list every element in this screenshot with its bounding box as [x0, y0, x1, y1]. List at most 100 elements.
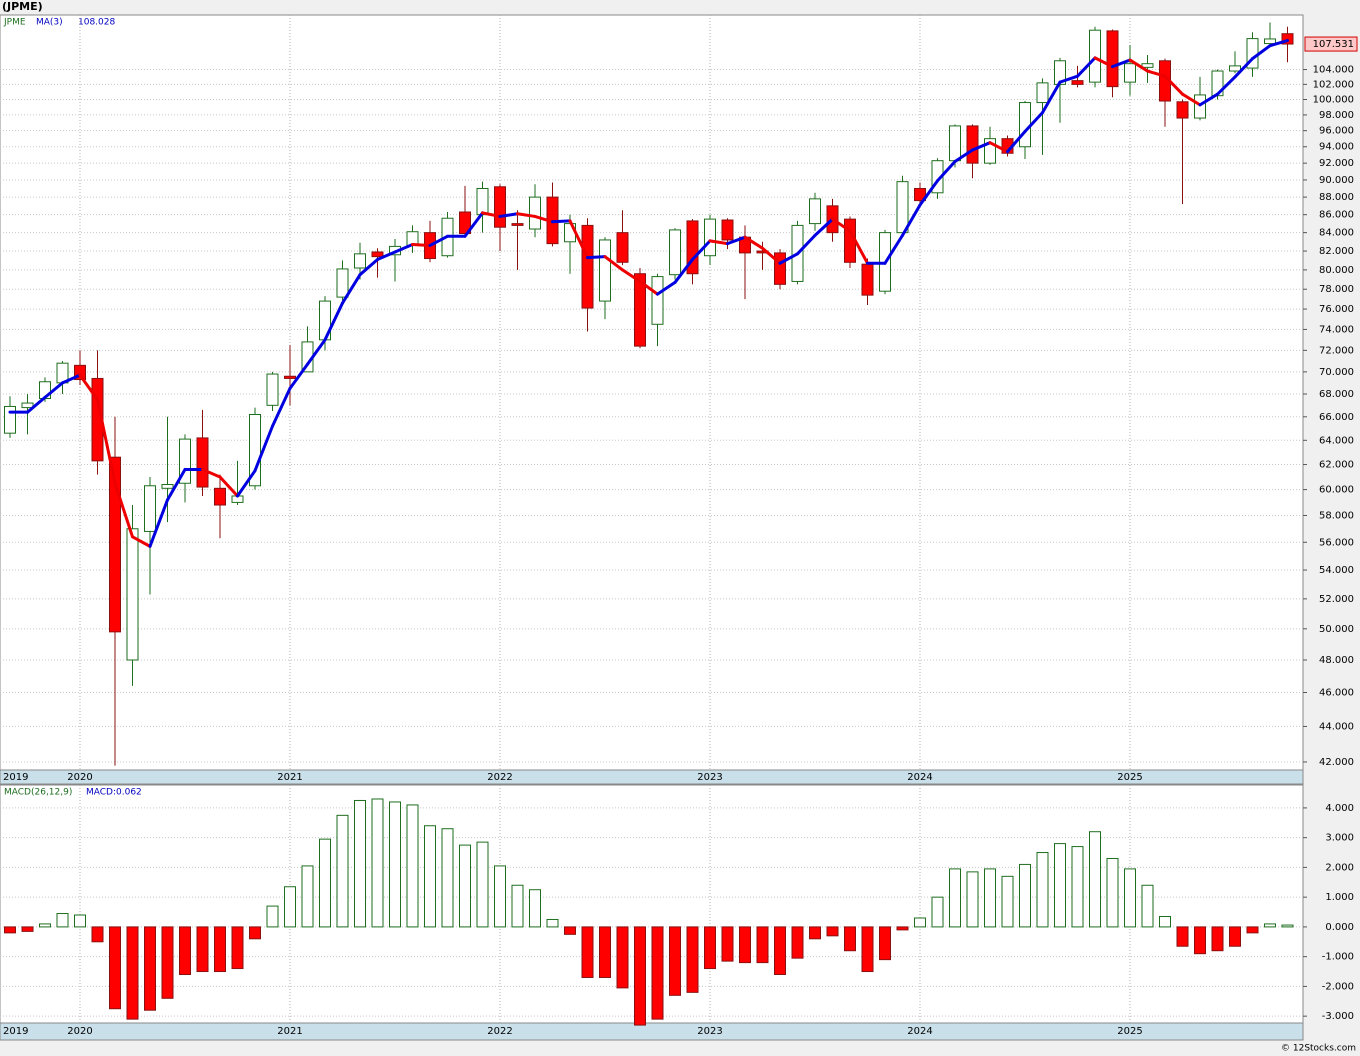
ma-line: [971, 141, 992, 152]
ma-line: [498, 212, 519, 218]
candle-body: [1141, 63, 1154, 68]
ma-line: [1146, 69, 1167, 78]
x-tick-label: 2019: [3, 1026, 28, 1037]
ma-line: [1216, 75, 1237, 96]
macd-bar: [109, 926, 121, 1010]
ma-line: [253, 424, 274, 473]
macd-bar: [1036, 852, 1049, 928]
ma-line: [953, 148, 974, 164]
ma-line: [673, 257, 694, 284]
x-tick-label: 2025: [1117, 1026, 1142, 1037]
candle-body: [21, 402, 34, 409]
macd-bar: [354, 799, 366, 928]
ma-line: [306, 338, 327, 366]
macd-bar: [511, 884, 524, 928]
legend-symbol: JPME: [3, 18, 26, 28]
macd-bar: [634, 926, 646, 1026]
macd-bar: [669, 926, 681, 996]
candle-body: [634, 273, 646, 347]
macd-bar: [266, 905, 279, 928]
candle-body: [354, 253, 366, 269]
macd-bar: [1124, 868, 1136, 928]
ma-line: [26, 395, 47, 414]
macd-bar: [1054, 843, 1066, 928]
macd-bar: [861, 926, 874, 973]
macd-bar: [1071, 846, 1084, 928]
ma-line: [708, 239, 729, 246]
candle-body: [704, 218, 716, 257]
ma-line: [1093, 56, 1114, 69]
candle-body: [861, 263, 874, 296]
macd-bar: [791, 926, 804, 959]
candle-body: [914, 187, 926, 202]
ma-line: [1268, 39, 1289, 48]
ma-line: [743, 235, 764, 250]
macd-bar: [546, 918, 559, 928]
x-tick-label: 2020: [67, 1026, 92, 1037]
candle-body: [529, 196, 541, 230]
macd-bar: [56, 913, 69, 928]
y-tick-label: 58.000: [1319, 510, 1354, 521]
candle-body: [1089, 29, 1101, 83]
x-tick-label: 2023: [697, 1026, 722, 1037]
macd-bar: [1264, 923, 1276, 928]
macd-bar: [1141, 884, 1154, 928]
ma-line: [1076, 56, 1097, 78]
ma-line: [131, 535, 152, 548]
candle-body: [949, 125, 961, 162]
y-tick-label: 44.000: [1319, 721, 1354, 732]
candle-body: [196, 437, 209, 488]
macd-bar: [599, 926, 611, 978]
macd-bar: [494, 865, 506, 928]
candle-body: [179, 438, 191, 484]
candle-body: [144, 485, 156, 532]
x-tick-label: 2022: [487, 772, 512, 783]
candle-body: [896, 181, 909, 234]
x-tick-label: 2019: [3, 772, 28, 783]
macd-bar: [581, 926, 594, 978]
macd-bar: [301, 865, 314, 928]
y-tick-label: -3.000: [1322, 1011, 1354, 1022]
legend-ma-value: 108.028: [78, 18, 115, 28]
ma-line: [988, 141, 1009, 154]
ma-line: [341, 273, 362, 305]
candle-body: [336, 268, 349, 298]
macd-bar: [931, 896, 944, 928]
ma-line: [113, 481, 134, 539]
macd-bar: [1019, 863, 1031, 928]
candle-body: [686, 220, 699, 275]
ma-line: [1058, 74, 1079, 84]
candle-body: [511, 223, 524, 226]
y-tick-label: 90.000: [1319, 175, 1354, 186]
y-tick-label: 50.000: [1319, 624, 1354, 635]
macd-bar: [809, 926, 821, 940]
y-tick-label: 102.000: [1313, 79, 1354, 90]
macd-bar: [39, 923, 51, 928]
candle-body: [249, 413, 261, 487]
last-price-label: 107.531: [1313, 39, 1354, 50]
ma-line: [236, 469, 257, 498]
x-tick-label: 2025: [1117, 772, 1142, 783]
ma-line: [656, 280, 677, 296]
candle-body: [1106, 30, 1119, 88]
macd-bar: [476, 841, 489, 928]
y-tick-label: 70.000: [1319, 367, 1354, 378]
candle-body: [774, 252, 786, 285]
y-tick-label: 3.000: [1325, 833, 1354, 844]
ma-line: [323, 301, 344, 342]
y-tick-label: 74.000: [1319, 324, 1354, 335]
y-tick-label: 48.000: [1319, 655, 1354, 666]
ma-line: [848, 229, 869, 265]
y-tick-label: 100.000: [1313, 94, 1354, 105]
y-tick-label: 104.000: [1313, 65, 1354, 76]
ma-line: [1163, 74, 1184, 96]
candle-body: [494, 186, 506, 228]
y-tick-label: 42.000: [1319, 757, 1354, 768]
ma-line: [691, 239, 712, 261]
macd-bar: [231, 926, 244, 970]
candle-body: [1019, 102, 1031, 148]
y-tick-label: 78.000: [1319, 284, 1354, 295]
y-tick-label: 2.000: [1325, 862, 1354, 873]
candle-body: [809, 198, 821, 225]
